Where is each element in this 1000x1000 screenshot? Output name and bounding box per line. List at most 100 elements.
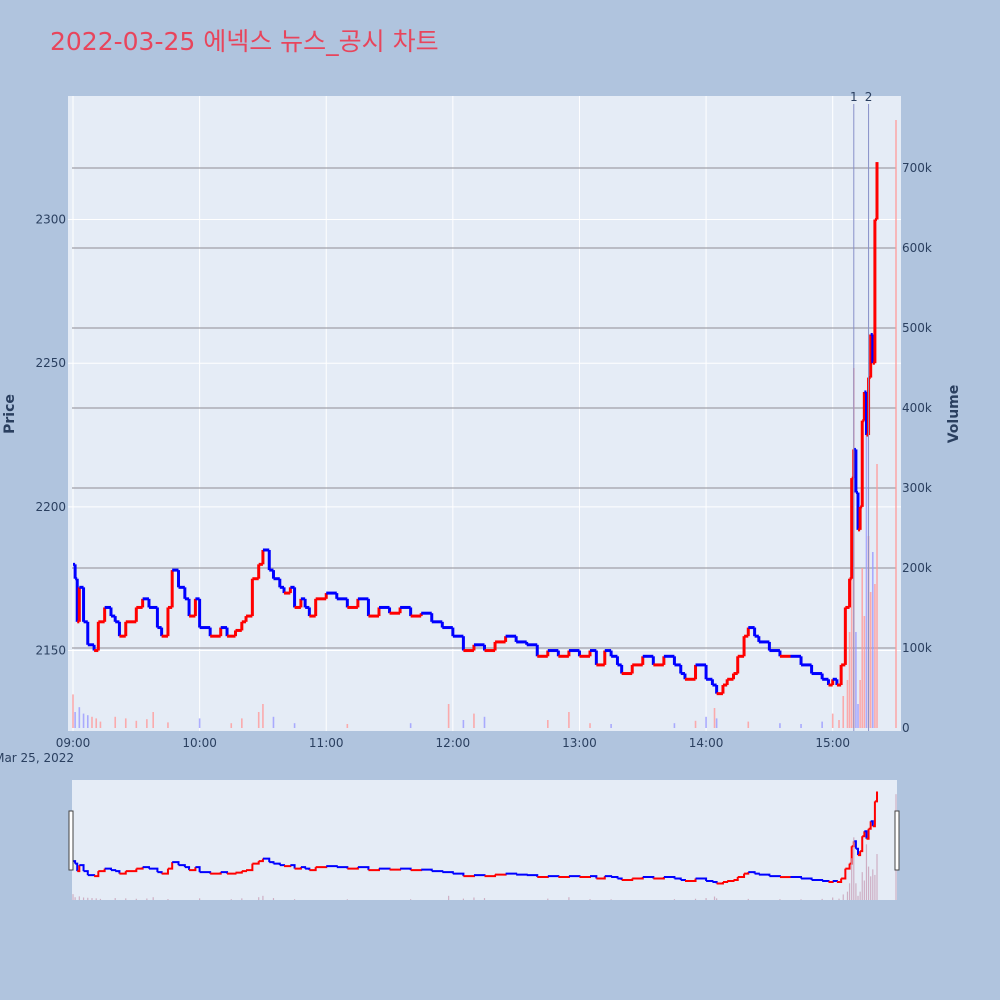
slider-price-line xyxy=(568,875,581,878)
slider-price-line xyxy=(431,870,444,873)
volume-bar xyxy=(86,715,89,728)
slider-volume-bar xyxy=(448,895,450,900)
slider-price-line xyxy=(195,866,201,873)
price-tick-label: 2300 xyxy=(35,213,66,227)
slider-volume-bar xyxy=(747,898,749,900)
volume-bar xyxy=(78,707,81,728)
volume-bar xyxy=(346,724,349,728)
range-slider-right-handle[interactable] xyxy=(894,810,900,871)
slider-price-line xyxy=(262,857,271,863)
slider-price-line xyxy=(326,865,338,868)
slider-volume-bar xyxy=(91,898,93,900)
time-tick-label: 10:00 xyxy=(182,736,217,750)
slider-volume-bar xyxy=(568,897,570,900)
volume-bar xyxy=(114,716,117,728)
volume-bar xyxy=(821,721,823,728)
volume-bar xyxy=(167,722,169,728)
range-slider[interactable] xyxy=(72,780,897,900)
range-slider-left-handle[interactable] xyxy=(68,810,74,871)
slider-price-line xyxy=(110,869,117,872)
slider-volume-bar xyxy=(82,897,85,900)
time-axis-ticks: 09:00 10:00 11:00 12:00 13:00 14:00 15:00 xyxy=(56,736,850,750)
slider-price-line xyxy=(836,878,843,884)
volume-bar xyxy=(135,720,138,728)
slider-price-line xyxy=(870,820,874,827)
volume-bar xyxy=(874,584,876,728)
volume-bar xyxy=(715,718,718,728)
volume-bar xyxy=(99,721,102,728)
price-axis-ticks: 2150 2200 2250 2300 xyxy=(35,213,66,658)
slider-price-line xyxy=(87,874,96,877)
slider-price-line xyxy=(75,862,79,872)
slider-price-line xyxy=(754,872,760,875)
volume-bar xyxy=(848,632,851,728)
volume-bar xyxy=(846,680,849,728)
slider-price-line xyxy=(855,847,860,856)
slider-price-line xyxy=(769,875,781,878)
slider-volume-bar xyxy=(865,844,868,900)
news-marker-label: 2 xyxy=(865,90,873,104)
slider-price-line xyxy=(161,868,169,875)
slider-volume-bar xyxy=(462,898,464,900)
volume-bar xyxy=(610,724,612,728)
slider-volume-bar xyxy=(610,899,612,900)
gridlines xyxy=(68,96,901,731)
slider-volume-bar xyxy=(838,898,840,900)
slider-volume-bar xyxy=(859,891,861,900)
slider-volume-bar xyxy=(483,898,486,900)
volume-bar xyxy=(74,712,76,728)
slider-price-line xyxy=(537,876,549,879)
slider-price-line xyxy=(378,867,391,870)
volume-tick-label: 200k xyxy=(902,561,932,575)
slider-volume-bar xyxy=(272,898,275,900)
slider-price-line xyxy=(547,875,560,878)
time-tick-label: 09:00 xyxy=(56,736,91,750)
slider-price-line xyxy=(845,863,851,870)
slider-price-line xyxy=(860,836,864,853)
volume-bar xyxy=(547,720,549,728)
slider-volume-bar xyxy=(589,899,591,900)
slider-volume-bar xyxy=(713,896,716,900)
volume-tick-label: 300k xyxy=(902,481,932,495)
slider-volume-bar xyxy=(857,895,859,900)
volume-tick-label: 500k xyxy=(902,321,932,335)
slider-price-line xyxy=(832,880,838,883)
slider-volume-bar xyxy=(870,876,872,900)
volume-bar xyxy=(146,719,148,728)
slider-price-line xyxy=(680,879,686,882)
slider-price-line xyxy=(864,830,868,839)
slider-price-line xyxy=(858,851,862,857)
volume-bar xyxy=(230,723,233,728)
slider-volume-bar xyxy=(673,899,676,900)
volume-bar xyxy=(462,720,465,728)
slider-price-line xyxy=(167,862,174,870)
slider-volume-bar xyxy=(95,898,97,900)
slider-volume-bar xyxy=(230,899,232,900)
slider-volume-bar xyxy=(716,898,718,900)
slider-price-line xyxy=(722,881,729,884)
slider-volume-bar xyxy=(848,883,851,900)
slider-price-line xyxy=(77,865,81,873)
time-tick-label: 14:00 xyxy=(689,736,724,750)
volume-bar xyxy=(842,696,845,728)
slider-volume-bar xyxy=(832,897,834,900)
slider-price-line xyxy=(828,881,834,884)
slider-price-line xyxy=(706,880,714,883)
slider-price-line xyxy=(227,872,237,875)
date-label: Mar 25, 2022 xyxy=(0,751,74,765)
slider-price-line xyxy=(866,828,870,840)
slider-price-line xyxy=(841,868,847,880)
volume-bar xyxy=(447,704,450,728)
volume-bar xyxy=(82,713,85,728)
volume-gridlines xyxy=(72,167,896,649)
slider-price-line xyxy=(822,880,830,883)
slider-volume-bar xyxy=(152,897,154,900)
slider-volume-bar xyxy=(705,898,707,900)
slider-volume-bar xyxy=(855,883,857,900)
slider-volume-bar xyxy=(293,899,296,900)
chart-title: 2022-03-25 에넥스 뉴스_공시 차트 xyxy=(50,27,439,56)
volume-bar xyxy=(241,718,243,728)
volume-bar xyxy=(293,723,296,728)
volume-tick-label: 400k xyxy=(902,401,932,415)
